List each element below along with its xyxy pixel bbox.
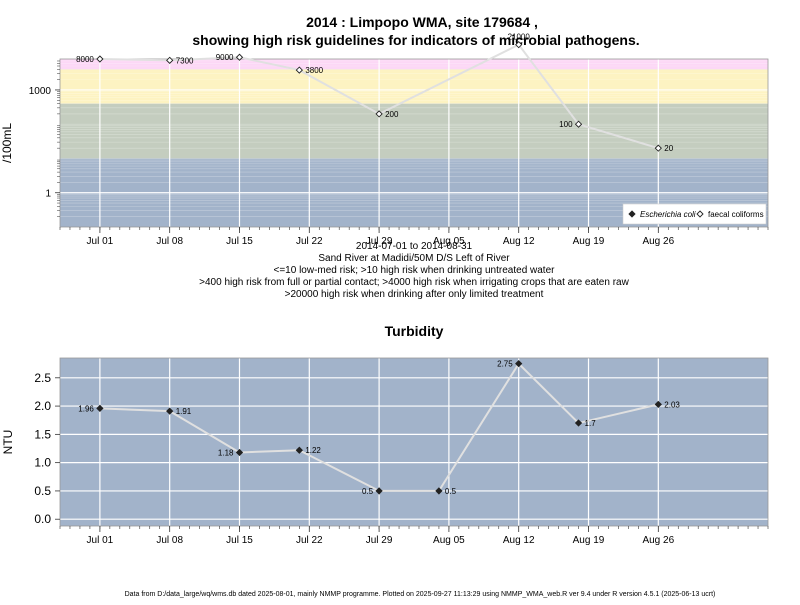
data-point (375, 110, 383, 118)
y-tick-label: 0.0 (34, 512, 51, 526)
legend-box (622, 203, 767, 225)
data-label: 1.96 (78, 404, 94, 413)
risk-band (60, 103, 768, 159)
y-axis-label: NTU (1, 430, 15, 455)
microbial-chart-title-line1: 2014 : Limpopo WMA, site 179684 , (306, 14, 538, 30)
caption-date-range: 2014-07-01 to 2014-08-31 (356, 241, 473, 252)
x-tick-label: Jul 15 (226, 535, 253, 546)
microbial-chart: Jul 01 Jul 08 Jul 15 Jul 22 Jul 29 Aug 05 Aug … (0, 33, 769, 247)
x-tick-label: Jul 08 (156, 236, 183, 247)
data-label: 21000 (508, 33, 531, 42)
data-label: 1.18 (218, 448, 234, 457)
data-label: 2.03 (664, 400, 680, 409)
y-tick-label: 1000 (29, 86, 52, 97)
legend-marker-ecoli (628, 210, 636, 218)
data-label: 0.5 (362, 487, 374, 496)
data-label: 0.5 (445, 487, 457, 496)
data-point (96, 404, 104, 412)
risk-band (60, 59, 768, 70)
x-tick-label: Aug 26 (642, 236, 674, 247)
x-tick-label: Jul 01 (87, 535, 114, 546)
y-tick-label: 2.5 (34, 371, 51, 385)
data-label: 20 (664, 144, 673, 153)
data-label: 1.22 (305, 446, 321, 455)
data-label: 1.7 (585, 419, 597, 428)
x-tick-label: Jul 29 (366, 236, 393, 247)
data-point (654, 400, 662, 409)
microbial-chart-title-line2: showing high risk guidelines for indicat… (192, 32, 639, 48)
y-tick-label: 1.5 (34, 427, 51, 441)
data-point (235, 53, 244, 61)
data-point (295, 446, 303, 454)
x-tick-label: Jul 15 (226, 236, 253, 247)
caption-risk-treatment: >20000 high risk when drinking after onl… (285, 289, 544, 300)
caption-site: Sand River at Madidi/50M D/S Left of Riv… (318, 253, 510, 264)
caption-risk-drinking: <=10 low-med risk; >10 high risk when dr… (274, 265, 556, 276)
x-tick-label: Jul 01 (87, 236, 114, 247)
data-point (166, 56, 174, 64)
legend-marker-faecal-coliforms (696, 210, 704, 218)
legend-label-faecal-coliforms: faecal coliforms (708, 210, 764, 219)
data-point (515, 360, 523, 368)
data-label: 7300 (176, 56, 194, 65)
y-tick-label: 0.5 (34, 484, 51, 498)
turbidity-chart: Jul 01 Jul 08 Jul 15 Jul 22 Jul 29 Aug 05 Aug … (1, 357, 769, 546)
data-point (295, 66, 303, 74)
x-tick-label: Jul 22 (296, 236, 323, 247)
data-point (235, 448, 244, 457)
x-tick-label: Aug 19 (573, 236, 605, 247)
data-point (435, 487, 443, 495)
data-point (96, 55, 104, 63)
data-label: 1.91 (176, 407, 192, 416)
y-tick-label: 1.0 (34, 456, 51, 470)
data-label: 9000 (216, 53, 234, 62)
plot-background (60, 358, 768, 526)
y-tick-label: 1 (45, 189, 51, 200)
x-tick-label: Aug 05 (433, 535, 465, 546)
data-label: 3800 (305, 66, 323, 75)
data-point (574, 419, 583, 427)
turbidity-chart-title: Turbidity (385, 323, 444, 339)
x-tick-label: Jul 08 (156, 535, 183, 546)
data-label: 2.75 (497, 360, 513, 369)
x-tick-label: Aug 05 (433, 236, 465, 247)
caption-risk-contact: >400 high risk from full or partial cont… (199, 277, 629, 288)
data-point (166, 407, 174, 415)
microbial-chart-captions: 2014-07-01 to 2014-08-31 Sand River at M… (199, 241, 629, 300)
x-tick-label: Aug 26 (642, 535, 674, 546)
data-point (375, 487, 383, 495)
risk-band (60, 69, 768, 104)
data-point (515, 41, 523, 49)
x-tick-label: Aug 12 (503, 535, 535, 546)
data-point (654, 144, 662, 152)
series-line (99, 43, 659, 150)
x-tick-label: Jul 29 (366, 535, 393, 546)
data-label: 8000 (76, 55, 94, 64)
legend-label-ecoli: Escherichia coli (640, 210, 696, 219)
x-tick-label: Jul 22 (296, 535, 323, 546)
data-label: 100 (559, 120, 573, 129)
data-label: 200 (385, 110, 399, 119)
footer-note: Data from D:/data_large/wq/wms.db dated … (125, 591, 716, 598)
data-point (574, 120, 583, 128)
y-axis-label: /100mL (0, 123, 14, 163)
x-tick-label: Aug 19 (573, 535, 605, 546)
y-tick-label: 2.0 (34, 399, 51, 413)
plot-frame (59, 357, 769, 527)
plot-frame (59, 58, 769, 228)
x-tick-label: Aug 12 (503, 236, 535, 247)
